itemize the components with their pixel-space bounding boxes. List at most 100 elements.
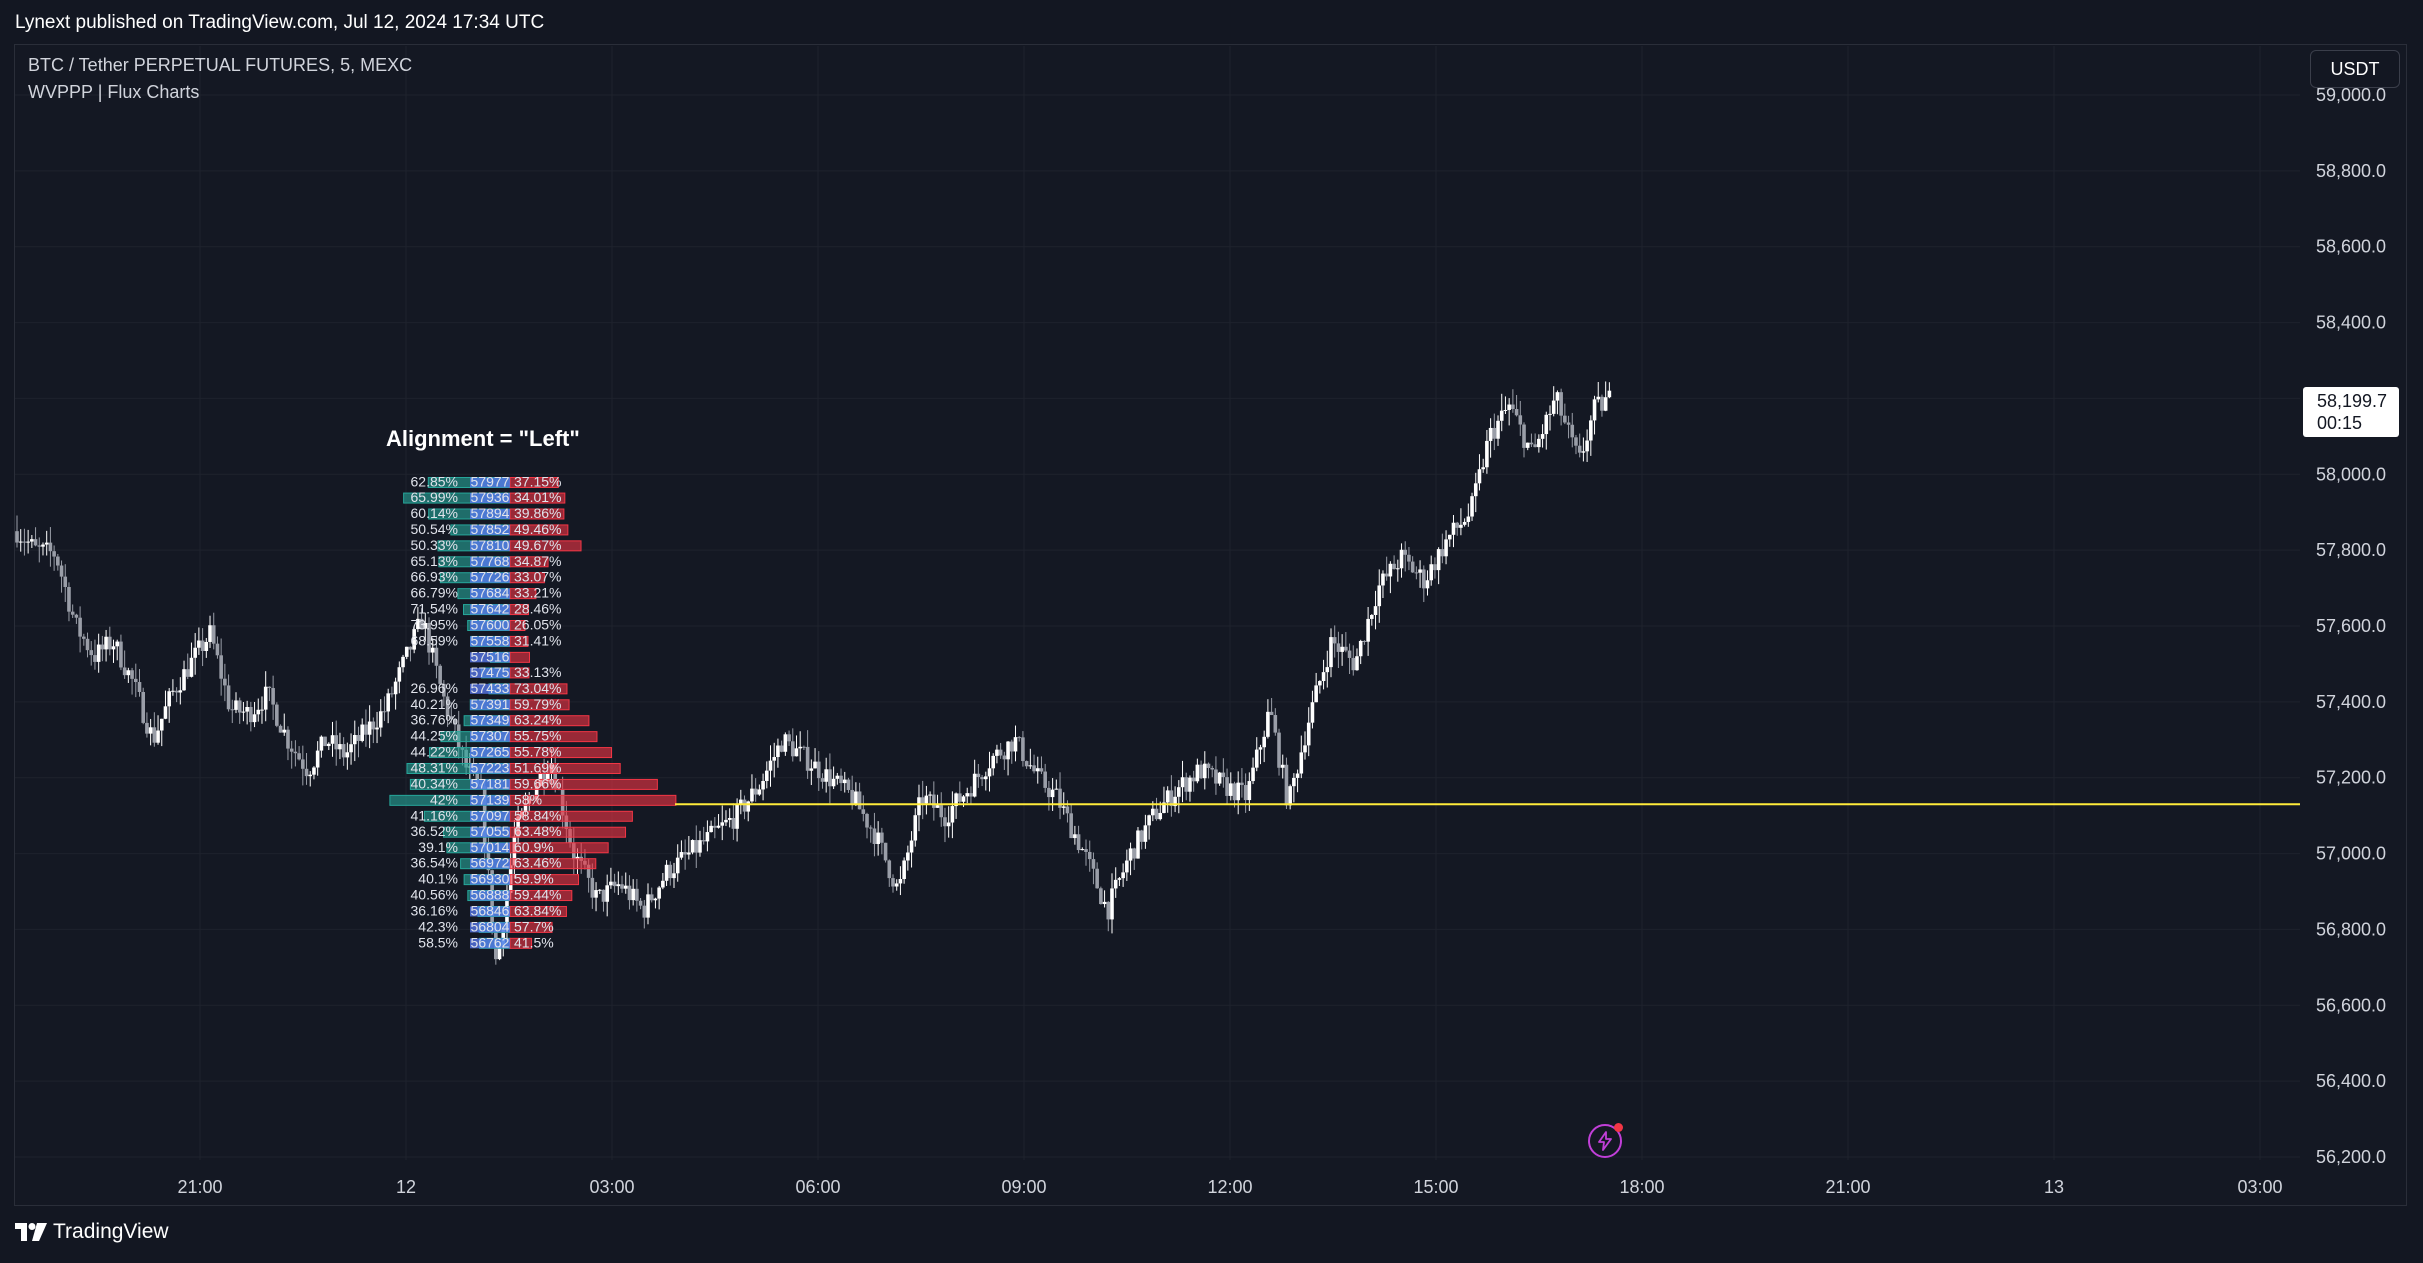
sell-percent-label: 49.46% [514,521,561,537]
volume-profile-row: 66.79% 57684 33.21% [411,585,562,601]
volume-profile-row: 60.14% 57894 39.86% [411,505,565,521]
volume-profile-row: 50.33% 57810 49.67% [411,537,582,553]
candle-body [1158,812,1163,820]
candle-body [442,683,446,697]
candle-body [189,657,194,677]
candle-body [787,734,791,742]
candle-body [260,709,264,711]
sell-percent-label: 37.15% [514,474,561,490]
candle-body [275,704,279,726]
lightning-icon[interactable] [1588,1123,1623,1158]
candle-body [1047,787,1051,798]
candle-body [1436,549,1441,571]
candle-body [534,785,539,800]
candle-body [182,669,186,691]
candle-body [1073,834,1077,839]
chart-pane[interactable] [14,44,2407,1206]
candle-body [1570,424,1575,438]
volume-profile-row: 66.93% 57726 33.07% [411,569,562,585]
alignment-annotation: Alignment = "Left" [386,426,580,451]
time-axis-label: 06:00 [795,1177,840,1197]
sell-percent-label: 63.24% [514,712,561,728]
candle-body [705,832,710,842]
buy-percent-label: 40.56% [411,887,458,903]
candle-body [776,745,780,758]
candle-body [1544,414,1549,435]
candle-body [653,898,658,901]
candle-body [798,746,802,749]
indicator-title[interactable]: WVPPP | Flux Charts [28,82,200,102]
candle-body [542,773,546,782]
candle-body [89,650,94,656]
buy-percent-label: 44.22% [411,744,458,760]
candle-body [1414,572,1419,574]
candle-body [1303,745,1307,753]
lightning-glyph [1598,1131,1612,1151]
candle-body [1421,569,1426,589]
candle-body [349,744,353,753]
candle-body [1143,825,1148,842]
candle-body [1262,736,1266,748]
price-axis-label: 56,400.0 [2316,1071,2386,1091]
price-level-bar [470,667,510,678]
candle-body [1592,399,1597,421]
sell-percent-label: 73.04% [514,680,561,696]
last-price-countdown: 00:15 [2317,413,2363,433]
candle-body [1106,901,1111,920]
sell-percent-label: 58.84% [514,807,561,823]
symbol-title[interactable]: BTC / Tether PERPETUAL FUTURES, 5, MEXC [28,55,413,75]
candle-body [523,803,528,812]
candle-body [939,805,944,818]
candle-body [375,727,379,730]
volume-profile-row: 42% 57139 58% [389,791,677,807]
price-level-label: 57265 [471,744,510,760]
candle-body [367,721,372,735]
candle-body [735,803,739,829]
tradingview-logo[interactable]: TradingView [15,1220,169,1244]
candle-body [1139,830,1144,842]
candle-body [1325,667,1330,673]
candle-body [145,722,149,734]
buy-percent-label: 66.79% [411,585,458,601]
candle-body [1455,522,1459,528]
last-price-label: 58,199.7 00:15 [2303,387,2399,437]
candle-body [1358,640,1363,657]
candle-body [1240,782,1244,786]
candle-body [1080,849,1085,851]
candle-body [1507,404,1511,410]
buy-percent-label: 73.95% [411,617,458,633]
candle-body [649,894,654,901]
candle-body [1488,427,1493,441]
candle-body [26,541,30,543]
price-level-label: 57894 [471,505,510,521]
price-level-bar [470,779,510,790]
volume-profile-row: 65.99% 57936 34.01% [403,489,566,505]
candle-body [1284,764,1289,806]
tradingview-brand-text: TradingView [53,1220,169,1243]
candle-body [894,883,899,887]
sell-percent-label: 59.44% [514,887,561,903]
candle-body [612,881,617,887]
sell-percent-label: 63.46% [514,855,561,871]
candle-body [1043,771,1047,788]
candle-body [764,770,769,781]
candle-body [74,614,79,618]
candle-body [1032,765,1036,772]
price-level-bar [470,747,510,758]
candle-body [393,681,398,695]
candle-body [1340,646,1344,652]
candle-body [334,735,339,750]
candle-body [1121,872,1125,879]
candle-body [193,647,197,658]
candle-body [1258,747,1263,750]
candle-body [130,670,134,679]
price-level-bar [470,652,510,663]
candle-body [133,678,138,683]
price-level-label: 56972 [471,855,510,871]
volume-profile-row: 44.22% 57265 55.78% [411,744,613,760]
candle-body [661,880,665,888]
price-level-label: 57433 [471,680,510,696]
currency-button[interactable]: USDT [2310,50,2400,88]
candle-body [675,857,680,874]
